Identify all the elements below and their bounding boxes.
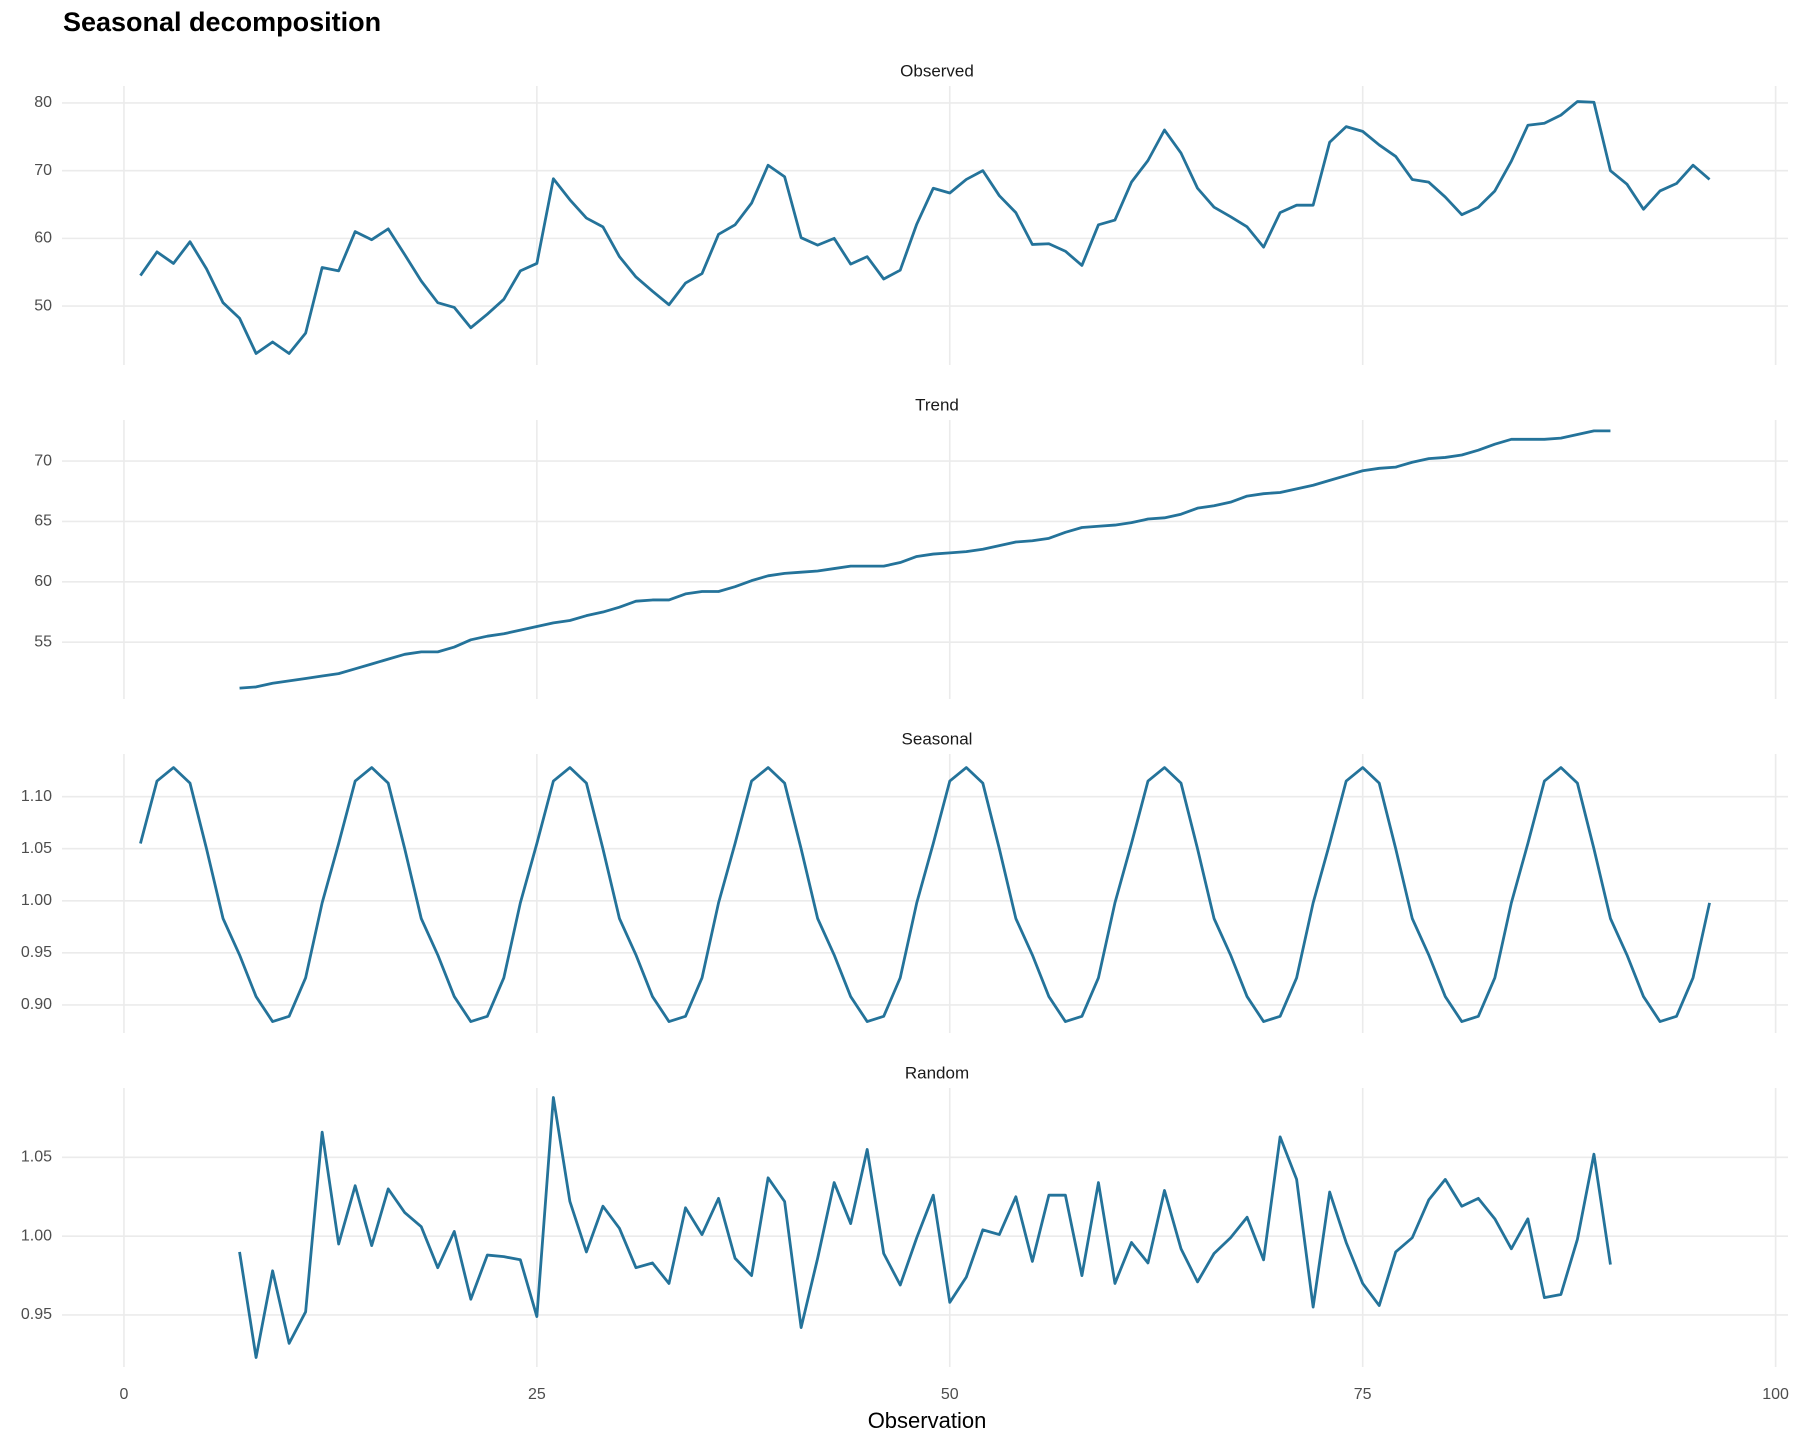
y-tick-label: 0.90 <box>21 996 52 1013</box>
y-tick-label: 1.10 <box>21 788 52 805</box>
y-tick-label: 1.05 <box>21 840 52 857</box>
y-tick-label: 1.00 <box>21 1227 52 1244</box>
x-tick-label: 75 <box>1354 1386 1372 1403</box>
x-tick-label: 0 <box>119 1386 128 1403</box>
y-tick-label: 0.95 <box>21 944 52 961</box>
facet-title: Trend <box>915 395 959 414</box>
series-line <box>239 429 1611 690</box>
y-tick-label: 80 <box>34 94 52 111</box>
facet-title: Seasonal <box>902 729 973 748</box>
series-line <box>139 100 1711 355</box>
facet-title: Random <box>905 1063 969 1082</box>
facet-title: Observed <box>900 61 974 80</box>
y-tick-label: 70 <box>34 452 52 469</box>
series-line <box>238 1096 1612 1359</box>
y-tick-label: 65 <box>34 513 52 530</box>
y-tick-label: 60 <box>34 573 52 590</box>
y-tick-label: 60 <box>34 230 52 247</box>
x-axis-label: Observation <box>868 1408 987 1433</box>
chart-title: Seasonal decomposition <box>63 7 381 37</box>
x-tick-label: 50 <box>941 1386 959 1403</box>
y-tick-label: 1.05 <box>21 1149 52 1166</box>
y-tick-label: 0.95 <box>21 1306 52 1323</box>
x-tick-label: 25 <box>528 1386 546 1403</box>
y-tick-label: 55 <box>34 633 52 650</box>
y-tick-label: 70 <box>34 162 52 179</box>
y-tick-label: 1.00 <box>21 892 52 909</box>
series-line <box>139 766 1711 1023</box>
y-tick-label: 50 <box>34 297 52 314</box>
x-tick-label: 100 <box>1762 1386 1789 1403</box>
